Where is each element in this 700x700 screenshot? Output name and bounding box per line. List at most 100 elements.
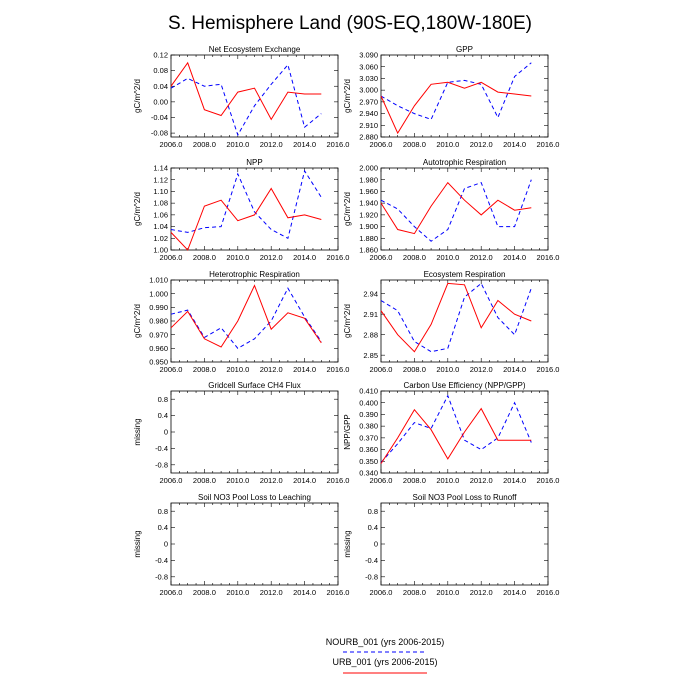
x-tick-label: 2012.0 bbox=[470, 253, 493, 262]
x-tick-label: 2010.0 bbox=[436, 253, 459, 262]
series-line-nourb bbox=[380, 62, 532, 121]
series-line-urb bbox=[380, 282, 532, 353]
x-tick-label: 2006.0 bbox=[160, 588, 183, 597]
panel-title: Heterotrophic Respiration bbox=[209, 270, 300, 279]
x-tick-label: 2012.0 bbox=[470, 476, 493, 485]
y-tick-label: 1.880 bbox=[359, 234, 378, 243]
panel-title: Carbon Use Efficiency (NPP/GPP) bbox=[403, 381, 525, 390]
y-tick-label: 0.4 bbox=[368, 523, 378, 532]
x-tick-label: 2014.0 bbox=[503, 253, 526, 262]
y-tick-label: 0.00 bbox=[153, 97, 168, 106]
y-tick-label: 1.000 bbox=[149, 289, 168, 298]
x-tick-label: 2006.0 bbox=[370, 365, 393, 374]
plot-frame bbox=[170, 54, 339, 138]
x-tick-label: 2012.0 bbox=[470, 365, 493, 374]
series-line-nourb bbox=[380, 282, 532, 353]
x-tick-label: 2014.0 bbox=[503, 365, 526, 374]
y-tick-label: 0.360 bbox=[359, 445, 378, 454]
y-tick-label: 0.4 bbox=[158, 523, 168, 532]
y-axis-label: gC/m^2/d bbox=[133, 79, 142, 113]
x-tick-label: 2012.0 bbox=[470, 140, 493, 149]
y-axis-label: missing bbox=[133, 418, 142, 445]
x-tick-label: 2012.0 bbox=[260, 253, 283, 262]
x-tick-label: 2014.0 bbox=[503, 140, 526, 149]
y-tick-label: 1.06 bbox=[153, 210, 168, 219]
y-axis-label: missing bbox=[133, 530, 142, 557]
y-tick-label: 0.380 bbox=[359, 422, 378, 431]
y-tick-label: 2.940 bbox=[359, 109, 378, 118]
y-tick-label: 0.390 bbox=[359, 410, 378, 419]
x-tick-label: 2014.0 bbox=[503, 476, 526, 485]
x-tick-label: 2014.0 bbox=[293, 588, 316, 597]
y-tick-label: -0.08 bbox=[151, 129, 168, 138]
x-tick-label: 2008.0 bbox=[403, 253, 426, 262]
x-tick-label: 2016.0 bbox=[327, 476, 350, 485]
x-tick-label: 2008.0 bbox=[403, 588, 426, 597]
panel-title: Soil NO3 Pool Loss to Leaching bbox=[198, 493, 311, 502]
x-tick-label: 2012.0 bbox=[470, 588, 493, 597]
y-axis-label: gC/m^2/d bbox=[133, 304, 142, 338]
y-tick-label: 0.8 bbox=[368, 507, 378, 516]
x-tick-label: 2006.0 bbox=[160, 253, 183, 262]
y-tick-label: 1.10 bbox=[153, 187, 168, 196]
x-tick-label: 2008.0 bbox=[193, 140, 216, 149]
plot-frame bbox=[380, 502, 549, 586]
x-tick-label: 2008.0 bbox=[403, 140, 426, 149]
x-tick-label: 2006.0 bbox=[370, 476, 393, 485]
series-line-nourb bbox=[380, 394, 532, 463]
x-tick-label: 2008.0 bbox=[193, 253, 216, 262]
panel-title: Net Ecosystem Exchange bbox=[209, 45, 301, 54]
panel: Net Ecosystem Exchange gC/m^2/d 2006.0 2008… bbox=[133, 45, 349, 149]
legend-label-urb: URB_001 (yrs 2006-2015) bbox=[332, 657, 437, 667]
y-tick-label: 0.4 bbox=[158, 411, 168, 420]
y-tick-label: 0 bbox=[374, 540, 378, 549]
y-tick-label: 1.12 bbox=[153, 175, 168, 184]
x-tick-label: 2006.0 bbox=[160, 476, 183, 485]
x-tick-label: 2010.0 bbox=[436, 588, 459, 597]
plot-frame bbox=[170, 502, 339, 586]
y-tick-label: 0.980 bbox=[149, 317, 168, 326]
y-tick-label: 2.94 bbox=[363, 289, 378, 298]
panel-title: GPP bbox=[456, 45, 473, 54]
panel: Soil NO3 Pool Loss to Runoff missing 2006.… bbox=[343, 493, 559, 597]
y-tick-label: 0.8 bbox=[158, 507, 168, 516]
x-tick-label: 2012.0 bbox=[260, 140, 283, 149]
x-tick-label: 2014.0 bbox=[293, 476, 316, 485]
y-tick-label: -0.4 bbox=[155, 556, 168, 565]
panel: Soil NO3 Pool Loss to Leaching missing 200… bbox=[133, 493, 349, 597]
series-line-urb bbox=[170, 61, 322, 121]
y-tick-label: 0.12 bbox=[153, 51, 168, 60]
y-tick-label: 1.14 bbox=[153, 164, 168, 173]
y-tick-label: 1.860 bbox=[359, 246, 378, 255]
x-tick-label: 2014.0 bbox=[503, 588, 526, 597]
x-tick-label: 2008.0 bbox=[193, 588, 216, 597]
x-tick-label: 2010.0 bbox=[436, 476, 459, 485]
x-tick-label: 2010.0 bbox=[226, 253, 249, 262]
series-line-nourb bbox=[380, 179, 532, 242]
y-tick-label: -0.04 bbox=[151, 113, 168, 122]
panel: GPP gC/m^2/d 2006.0 2008.0 2010.0 2012.0 2014.… bbox=[343, 45, 559, 149]
y-tick-label: 2.91 bbox=[363, 310, 378, 319]
y-tick-label: 0.08 bbox=[153, 66, 168, 75]
y-tick-label: 0.370 bbox=[359, 433, 378, 442]
x-tick-label: 2014.0 bbox=[293, 253, 316, 262]
series-line-urb bbox=[380, 181, 532, 235]
series-line-urb bbox=[170, 284, 322, 348]
x-tick-label: 2012.0 bbox=[260, 588, 283, 597]
y-tick-label: 0.400 bbox=[359, 398, 378, 407]
x-tick-label: 2010.0 bbox=[226, 588, 249, 597]
panel: NPP gC/m^2/d 2006.0 2008.0 2010.0 2012.0 2014.… bbox=[133, 158, 349, 262]
series-line-nourb bbox=[170, 287, 322, 349]
x-tick-label: 2016.0 bbox=[537, 476, 560, 485]
y-tick-label: 1.960 bbox=[359, 187, 378, 196]
y-tick-label: 0.950 bbox=[149, 358, 168, 367]
y-tick-label: 1.980 bbox=[359, 175, 378, 184]
y-tick-label: 3.090 bbox=[359, 51, 378, 60]
y-tick-label: 1.00 bbox=[153, 246, 168, 255]
x-tick-label: 2014.0 bbox=[293, 140, 316, 149]
x-tick-label: 2016.0 bbox=[327, 140, 350, 149]
x-tick-label: 2012.0 bbox=[260, 365, 283, 374]
y-tick-label: 2.880 bbox=[359, 133, 378, 142]
y-tick-label: 1.940 bbox=[359, 199, 378, 208]
